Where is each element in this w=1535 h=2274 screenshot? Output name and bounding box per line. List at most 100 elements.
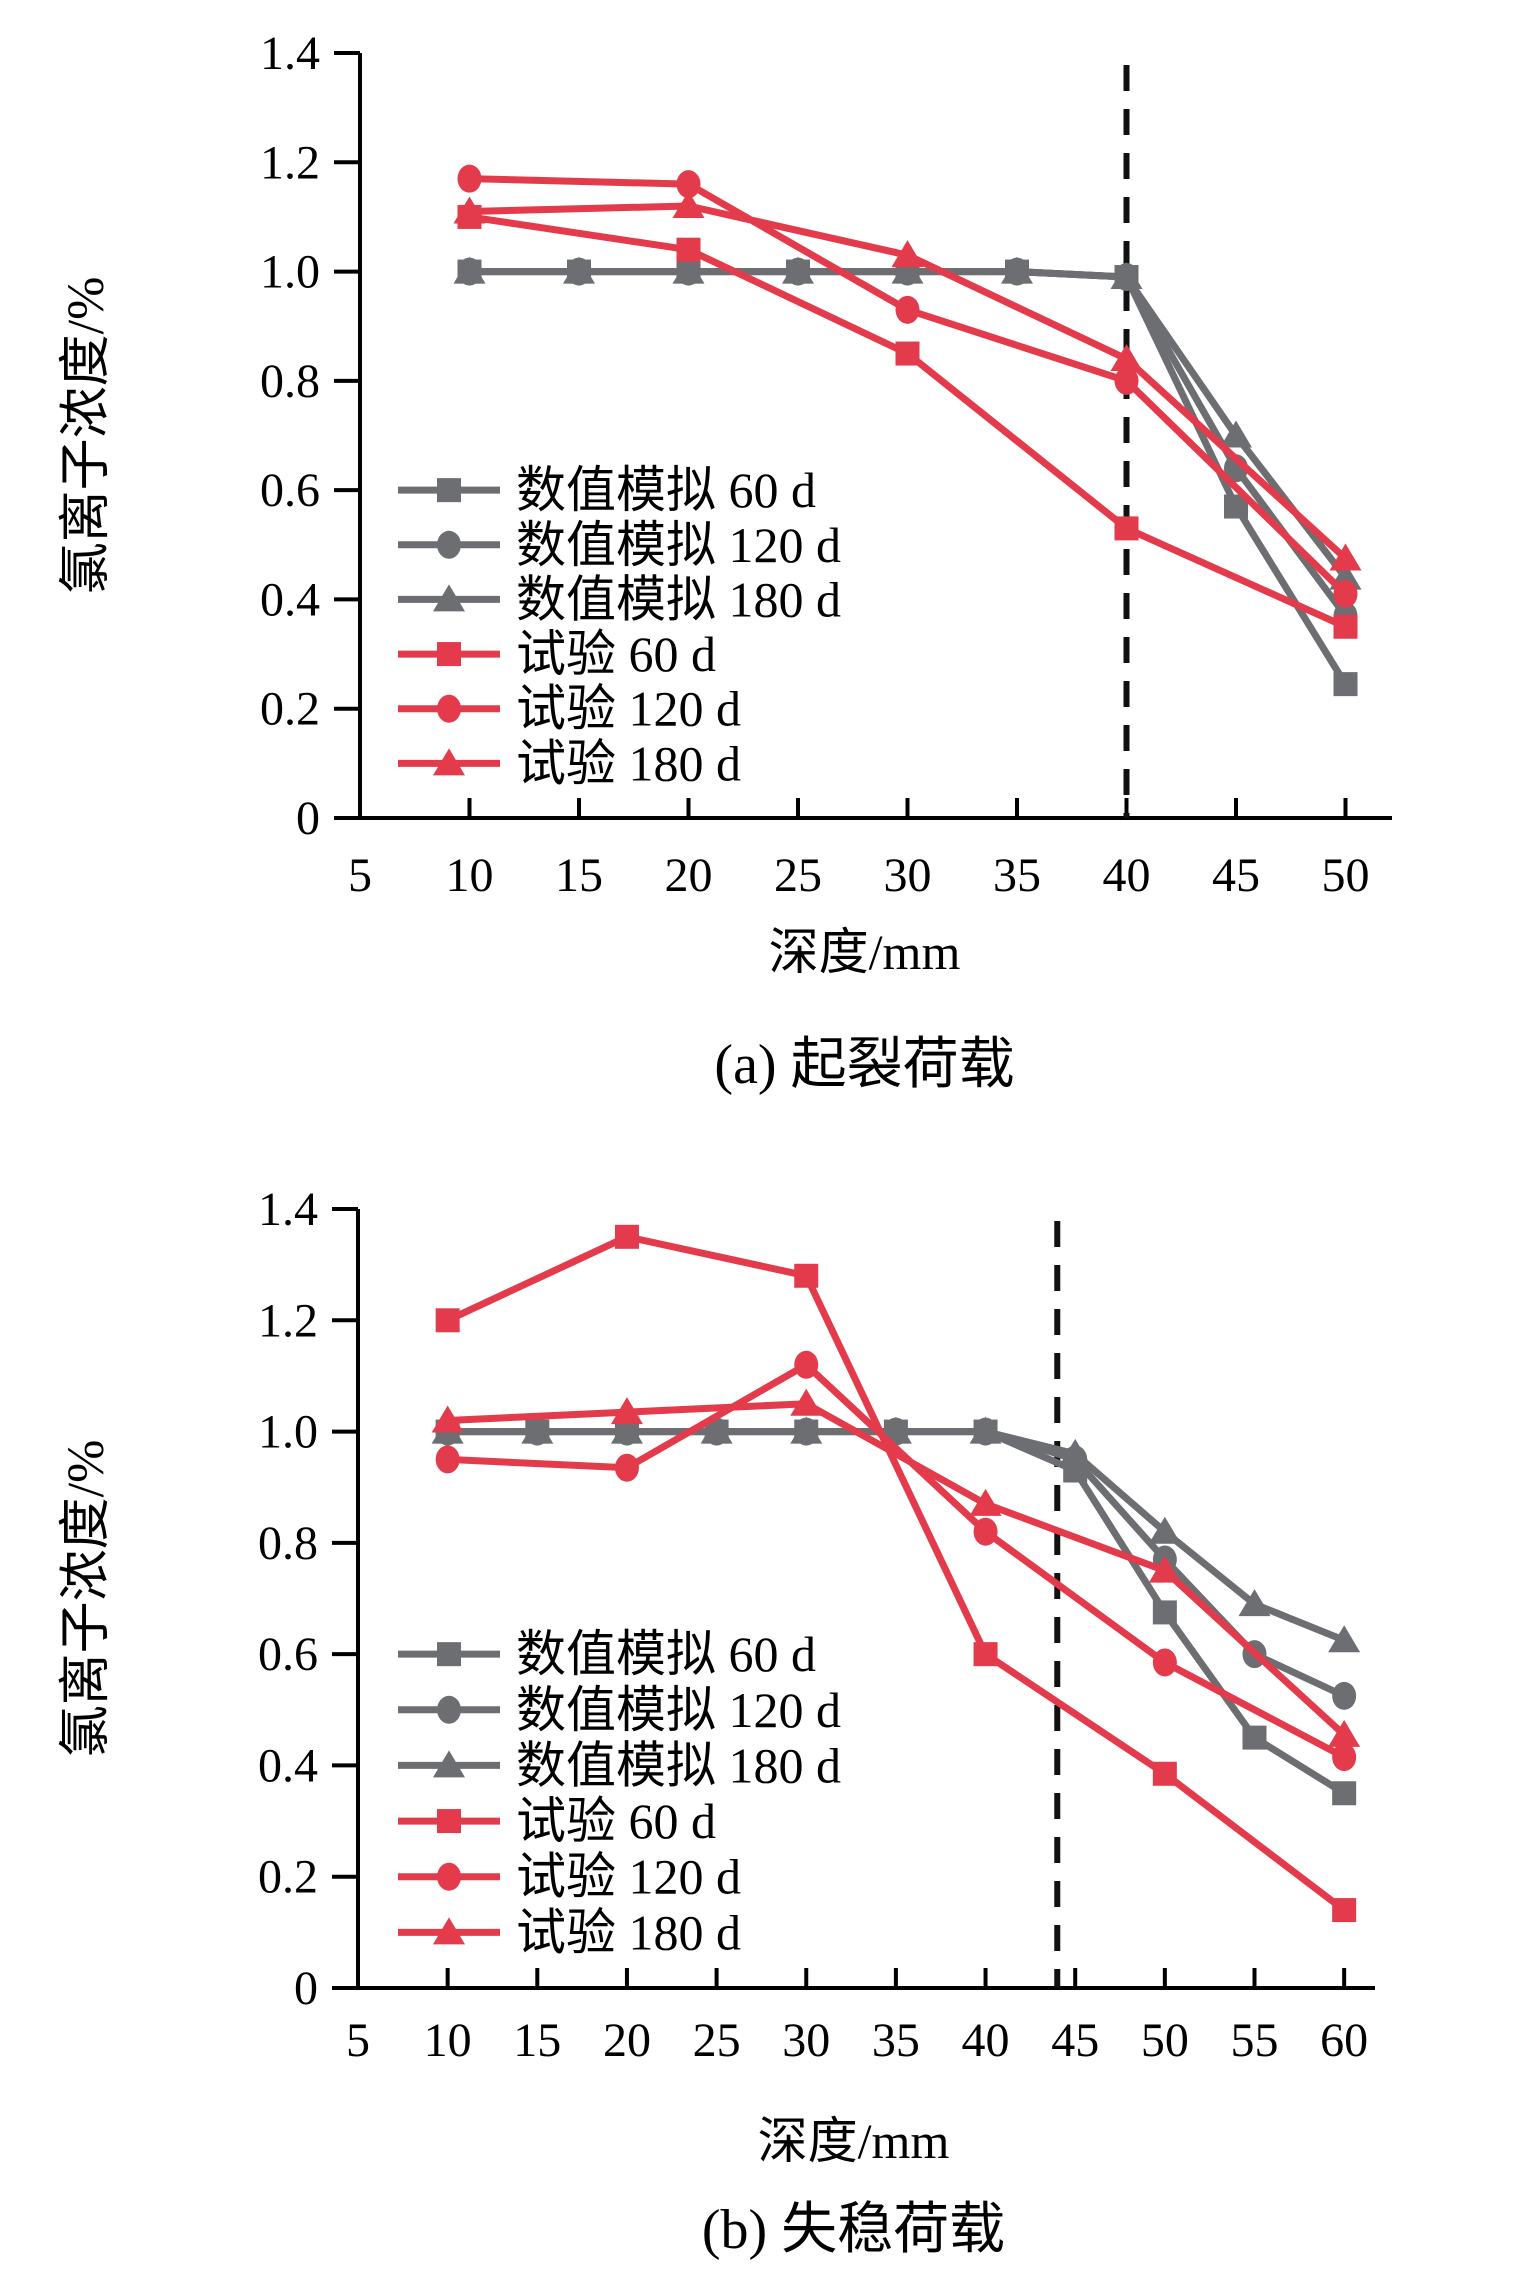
- y-tick-label: 1.2: [260, 136, 320, 189]
- x-tick-label: 45: [1051, 2014, 1099, 2067]
- legend-label: 数值模拟 60 d: [516, 462, 816, 518]
- legend-label: 试验 180 d: [516, 1904, 741, 1960]
- legend-label: 数值模拟 120 d: [516, 517, 841, 573]
- series-marker: [453, 196, 486, 224]
- x-tick-label: 50: [1141, 2014, 1189, 2067]
- series-line: [447, 1360, 1346, 1761]
- x-tick-label: 40: [1103, 849, 1151, 902]
- series-marker: [676, 237, 701, 262]
- y-tick-label: 0.2: [258, 1851, 318, 1904]
- series-marker: [431, 1405, 464, 1433]
- x-tick-label: 10: [446, 849, 494, 902]
- legend-swatch-marker: [433, 584, 465, 612]
- y-tick-label: 0.8: [258, 1517, 318, 1570]
- chart-a-plot: 0 0.2 0.4 0.6 0.8 1.0 1.2 1.4 5 10 15 20 25 30 35 40 45 5…: [58, 27, 1392, 902]
- legend-swatch-marker: [437, 694, 461, 723]
- series-marker: [1110, 262, 1143, 290]
- legend-swatch-marker: [437, 1862, 461, 1891]
- series-marker: [891, 256, 924, 284]
- chart-b-plot: 0 0.2 0.4 0.6 0.8 1.0 1.2 1.4 5 10 15 20 25 30 35 40 45 5…: [58, 1183, 1375, 2067]
- series-marker: [1329, 543, 1362, 571]
- y-tick-label: 0: [294, 1962, 318, 2015]
- series-marker: [895, 295, 920, 324]
- y-axis-label: 氯离子浓度/%: [58, 1440, 115, 1758]
- series-marker: [891, 240, 924, 268]
- series-marker: [1332, 1781, 1357, 1806]
- series-marker: [610, 1397, 643, 1425]
- series-marker: [782, 256, 814, 284]
- legend-label: 数值模拟 180 d: [516, 1737, 841, 1793]
- series-marker: [1059, 1438, 1092, 1466]
- series-marker: [1152, 1648, 1177, 1677]
- legend-swatch-marker: [437, 642, 461, 667]
- y-tick-label: 0.2: [260, 683, 320, 736]
- legend-swatch-marker: [437, 1695, 461, 1724]
- series-marker: [563, 256, 595, 284]
- series-marker: [794, 1350, 819, 1379]
- series-marker: [435, 1308, 460, 1333]
- y-tick-label: 1.0: [258, 1406, 318, 1459]
- x-tick-label: 5: [348, 849, 372, 902]
- chart-panel-b: 0 0.2 0.4 0.6 0.8 1.0 1.2 1.4 5 10 15 20 25 30 35 40 45 5…: [0, 1150, 1535, 2266]
- x-tick-label: 30: [884, 849, 932, 902]
- series-marker: [1152, 1600, 1177, 1625]
- legend-swatch-marker: [433, 1917, 465, 1945]
- legend-swatch-marker: [437, 478, 461, 503]
- chart-b-x-axis-label: 深度/mm: [757, 2113, 950, 2169]
- y-tick-label: 0: [296, 792, 320, 845]
- legend-label: 数值模拟 120 d: [516, 1682, 841, 1738]
- y-tick-label: 0.6: [260, 464, 320, 517]
- x-tick-label: 55: [1231, 2014, 1279, 2067]
- series-marker: [1148, 1516, 1181, 1544]
- x-tick-label: 25: [693, 2014, 741, 2067]
- y-tick-label: 0.6: [258, 1628, 318, 1681]
- y-tick-label: 1.4: [260, 27, 320, 80]
- legend-swatch-marker: [437, 1809, 461, 1834]
- y-tick-label: 0.8: [260, 355, 320, 408]
- series-marker: [1333, 672, 1358, 697]
- series-marker: [1332, 1898, 1357, 1923]
- series-marker: [1114, 516, 1139, 541]
- y-tick-label: 1.0: [260, 246, 320, 299]
- legend-label: 数值模拟 60 d: [516, 1626, 816, 1682]
- y-tick-label: 0.4: [258, 1739, 318, 1792]
- legend-label: 试验 180 d: [516, 735, 741, 791]
- series-marker: [457, 164, 482, 193]
- x-tick-label: 20: [665, 849, 713, 902]
- legend-label: 试验 60 d: [516, 1793, 716, 1849]
- series-marker: [672, 256, 705, 284]
- series-marker: [614, 1224, 639, 1249]
- series-marker: [700, 1416, 733, 1444]
- series-marker: [1328, 1625, 1361, 1653]
- series-marker: [676, 170, 701, 199]
- series-marker: [672, 191, 705, 218]
- series-marker: [1333, 614, 1358, 639]
- series-marker: [1333, 579, 1358, 608]
- series-marker: [453, 256, 486, 284]
- chart-a-x-axis-label: 深度/mm: [768, 924, 961, 980]
- y-tick-label: 1.2: [258, 1294, 318, 1347]
- x-tick-label: 25: [774, 849, 822, 902]
- x-tick-label: 45: [1212, 849, 1260, 902]
- series-marker: [794, 1263, 819, 1288]
- series-marker: [1152, 1761, 1177, 1786]
- x-tick-label: 40: [962, 2014, 1010, 2067]
- series-marker: [1332, 1743, 1357, 1772]
- series-marker: [614, 1453, 639, 1482]
- y-tick-label: 1.4: [258, 1183, 318, 1236]
- series-marker: [435, 1445, 460, 1474]
- x-tick-label: 15: [513, 2014, 561, 2067]
- x-tick-label: 10: [424, 2014, 472, 2067]
- series-marker: [1332, 1681, 1357, 1710]
- series-marker: [895, 341, 920, 366]
- legend-label: 试验 120 d: [516, 1849, 741, 1905]
- series-marker: [790, 1388, 823, 1416]
- x-tick-label: 50: [1322, 849, 1370, 902]
- series-marker: [521, 1416, 554, 1444]
- series-marker: [1001, 256, 1033, 284]
- series-marker: [1148, 1555, 1181, 1583]
- chart-a-caption: (a) 起裂荷载: [714, 1034, 1015, 1096]
- series-marker: [1114, 366, 1139, 395]
- x-tick-label: 5: [346, 2014, 370, 2067]
- legend-swatch-marker: [437, 1642, 461, 1667]
